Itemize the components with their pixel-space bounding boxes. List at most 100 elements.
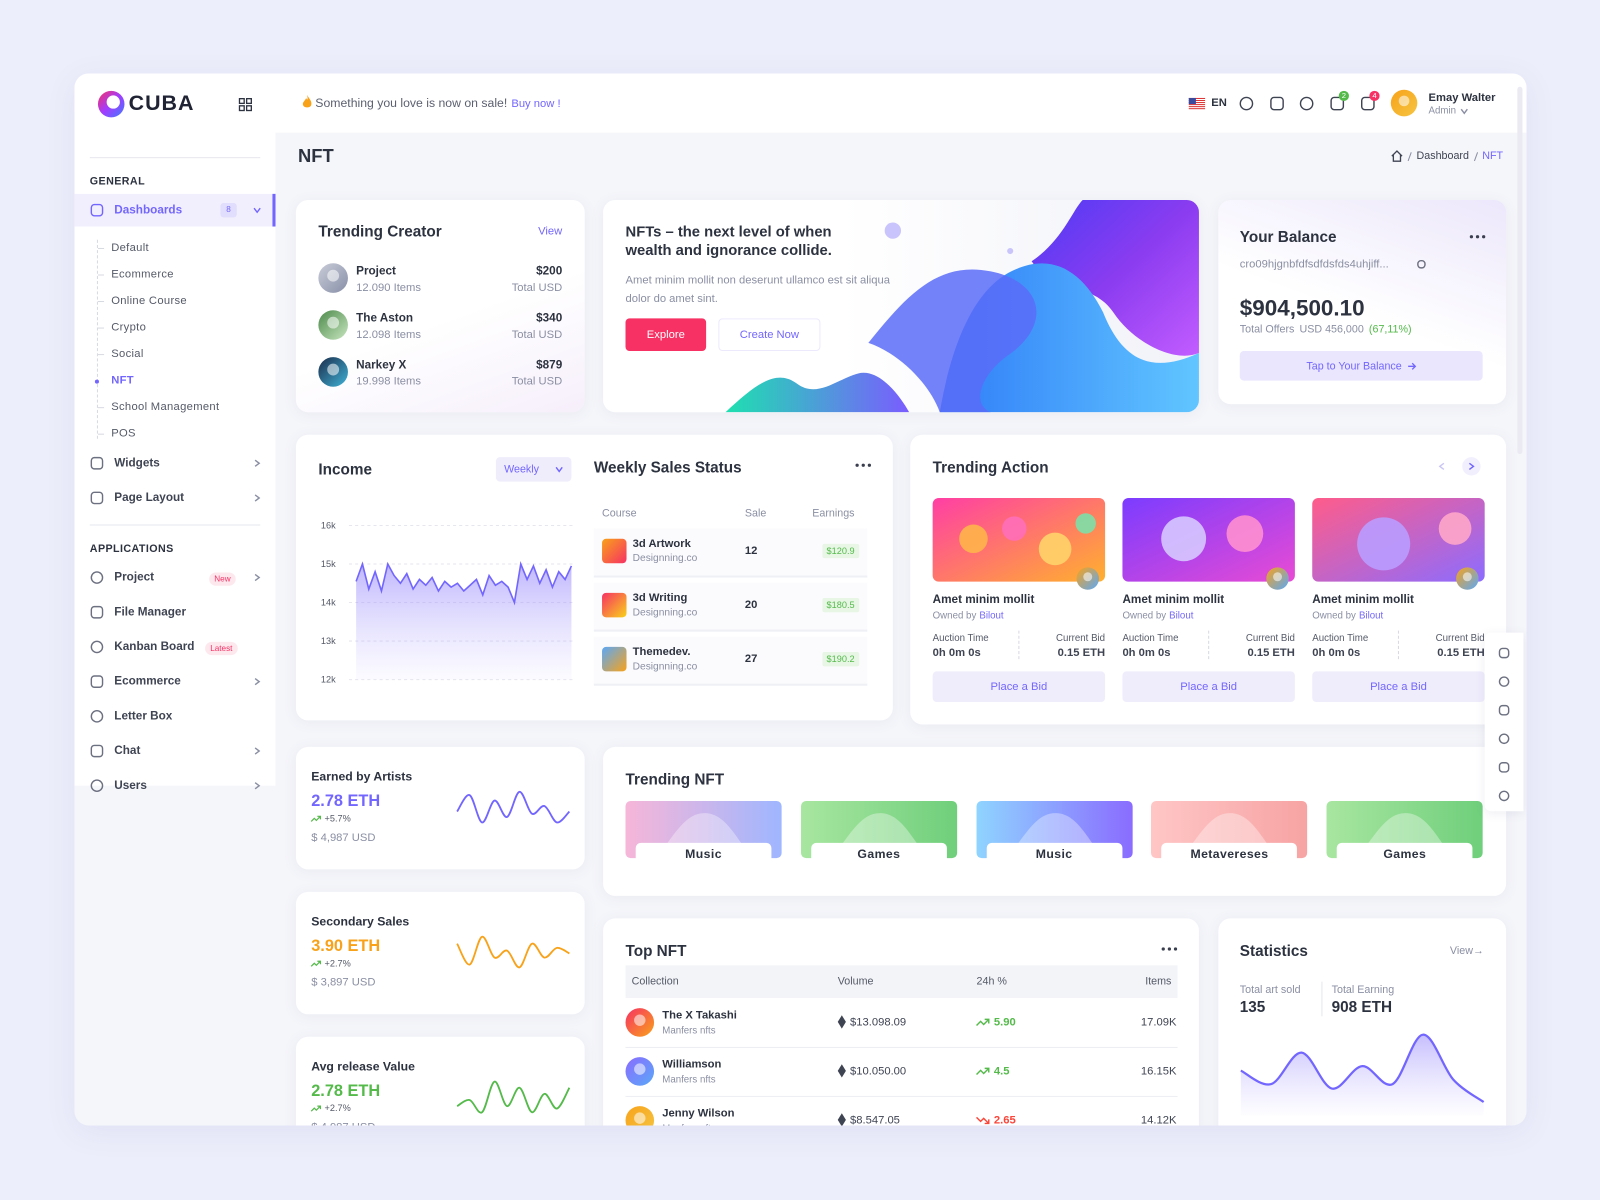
stat-title: Secondary Sales bbox=[311, 914, 410, 929]
offers-line: Total Offers USD 456,000 (67,11%) bbox=[1240, 323, 1412, 335]
art-shape bbox=[1031, 199, 1199, 356]
toolbar-icon[interactable] bbox=[1498, 733, 1510, 745]
breadcrumb-item[interactable]: NFT bbox=[1482, 149, 1504, 163]
menu-item[interactable]: Ecommerce bbox=[114, 675, 181, 688]
menu-item[interactable]: Kanban Board bbox=[114, 640, 195, 654]
side-toolbar bbox=[1484, 632, 1524, 812]
category-label[interactable]: Music bbox=[986, 842, 1123, 864]
submenu-item[interactable]: Social bbox=[111, 347, 144, 361]
menu-item[interactable]: Widgets bbox=[114, 457, 160, 470]
card-link[interactable]: View→ bbox=[1449, 944, 1484, 958]
category-label[interactable]: Music bbox=[635, 842, 772, 864]
create-button[interactable]: Create Now bbox=[718, 318, 821, 352]
course-icon bbox=[602, 592, 627, 618]
more-menu bbox=[1161, 947, 1178, 951]
hero-text: Amet minim mollit non deserunt ullamco e… bbox=[625, 274, 891, 306]
next-button[interactable] bbox=[1462, 457, 1481, 476]
submenu-item[interactable]: POS bbox=[111, 427, 136, 440]
toolbar-icon[interactable] bbox=[1498, 761, 1510, 773]
divider bbox=[89, 157, 261, 159]
image-shape bbox=[959, 524, 988, 554]
menu-item[interactable]: File Manager bbox=[114, 606, 187, 619]
bid-button[interactable]: Place a Bid bbox=[932, 671, 1106, 703]
nft-title: Amet minim mollit bbox=[932, 593, 1035, 607]
stat-change: +2.7% bbox=[324, 958, 351, 969]
creator-name: Project bbox=[356, 265, 396, 278]
category-label[interactable]: Games bbox=[1336, 842, 1473, 864]
toolbar-icon-shape bbox=[1498, 762, 1510, 773]
category-label[interactable]: Metavereses bbox=[1161, 842, 1298, 864]
header-icon-shape bbox=[1270, 96, 1284, 111]
stat-usd: $ 3,897 USD bbox=[311, 976, 376, 989]
trend-icon bbox=[310, 815, 322, 822]
header-icon-shape bbox=[1239, 96, 1254, 111]
collection-name: Jenny Wilson bbox=[662, 1107, 735, 1120]
category-label[interactable]: Games bbox=[811, 842, 947, 864]
header-icon[interactable] bbox=[1239, 96, 1254, 111]
owner-line: Owned by Bilout bbox=[933, 610, 1004, 621]
section-title: APPLICATIONS bbox=[89, 542, 174, 556]
menu-item[interactable]: Users bbox=[114, 779, 147, 792]
stat-card: Secondary Sales 3.90 ETH +2.7% $ 3,897 USD bbox=[295, 891, 585, 1015]
header-icon[interactable] bbox=[1299, 96, 1314, 111]
icon-shape bbox=[602, 592, 627, 618]
card-link[interactable]: View bbox=[538, 225, 563, 238]
image-shape bbox=[1438, 512, 1472, 545]
flag-icon bbox=[1188, 97, 1206, 110]
bid-button[interactable]: Place a Bid bbox=[1312, 671, 1485, 703]
page-title: NFT bbox=[297, 145, 334, 167]
submenu-tick bbox=[97, 354, 105, 356]
bid-button[interactable]: Place a Bid bbox=[1122, 671, 1295, 703]
income-chart: 16k 15k 14k 13k 12k bbox=[321, 521, 574, 685]
submenu-item[interactable]: Online Course bbox=[111, 294, 187, 308]
toolbar-icon[interactable] bbox=[1498, 647, 1510, 659]
submenu-item[interactable]: Default bbox=[111, 241, 149, 255]
change: 5.90 bbox=[993, 1016, 1016, 1029]
promo-text: Something you love is now on sale! bbox=[315, 95, 508, 111]
menu-icon-shape bbox=[90, 571, 104, 584]
toolbar-icon[interactable] bbox=[1498, 676, 1510, 688]
header-icon[interactable] bbox=[1330, 96, 1345, 111]
avatar bbox=[1266, 567, 1289, 590]
menu-item[interactable]: Chat bbox=[114, 744, 141, 758]
submenu-item[interactable]: Crypto bbox=[111, 321, 147, 334]
submenu-tick bbox=[97, 247, 105, 249]
stat-value: 2.78 ETH bbox=[311, 792, 381, 811]
eth-icon bbox=[837, 1113, 846, 1126]
stat-card: Earned by Artists 2.78 ETH +5.7% $ 4,987 US… bbox=[295, 746, 585, 870]
sparkline bbox=[456, 790, 571, 824]
header-icon[interactable] bbox=[1360, 96, 1375, 111]
explore-button[interactable]: Explore bbox=[625, 318, 707, 352]
submenu-item[interactable]: NFT bbox=[111, 374, 134, 387]
menu-item[interactable]: Letter Box bbox=[114, 710, 173, 723]
card-title: Trending Action bbox=[932, 459, 1049, 477]
submenu-item[interactable]: Ecommerce bbox=[111, 268, 174, 281]
creator-name: The Aston bbox=[356, 312, 414, 325]
owner-text: Owned by bbox=[932, 610, 977, 622]
menu-badge: 8 bbox=[220, 203, 237, 218]
bid-label: Current Bid bbox=[1056, 632, 1106, 644]
nft-image bbox=[1312, 497, 1485, 582]
menu-item[interactable]: Page Layout bbox=[114, 491, 185, 505]
toolbar-icon[interactable] bbox=[1498, 704, 1510, 716]
period-select[interactable]: Weekly bbox=[495, 457, 572, 482]
breadcrumb-item[interactable]: Dashboard bbox=[1416, 149, 1469, 163]
change: 2.65 bbox=[993, 1114, 1016, 1126]
submenu-tick bbox=[97, 327, 105, 329]
header-icon[interactable] bbox=[1269, 96, 1284, 111]
dot bbox=[1161, 947, 1165, 951]
balance-button[interactable]: Tap to Your Balance bbox=[1239, 351, 1483, 381]
submenu-item[interactable]: School Management bbox=[111, 401, 220, 414]
row-divider bbox=[625, 1095, 1178, 1097]
promo-link[interactable]: Buy now ! bbox=[511, 97, 561, 111]
menu-item[interactable]: Project bbox=[114, 571, 155, 584]
toolbar-icon[interactable] bbox=[1498, 790, 1510, 802]
menu-item[interactable]: Dashboards bbox=[114, 204, 183, 217]
bid-value: 0.15 ETH bbox=[1057, 646, 1106, 660]
language[interactable]: EN bbox=[1211, 96, 1227, 110]
dot bbox=[855, 463, 859, 467]
nft-title: Amet minim mollit bbox=[1122, 593, 1225, 607]
owner-text: Bilout bbox=[1358, 610, 1384, 622]
